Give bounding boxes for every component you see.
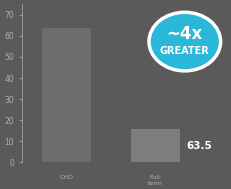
Text: ~4x: ~4x (167, 25, 203, 43)
Text: CHD: CHD (59, 175, 73, 180)
Text: GREATER: GREATER (160, 46, 210, 56)
Bar (131, 129, 180, 162)
Bar (42, 28, 91, 162)
Text: Full-
term: Full- term (148, 175, 163, 186)
Text: 63.5: 63.5 (187, 140, 213, 150)
